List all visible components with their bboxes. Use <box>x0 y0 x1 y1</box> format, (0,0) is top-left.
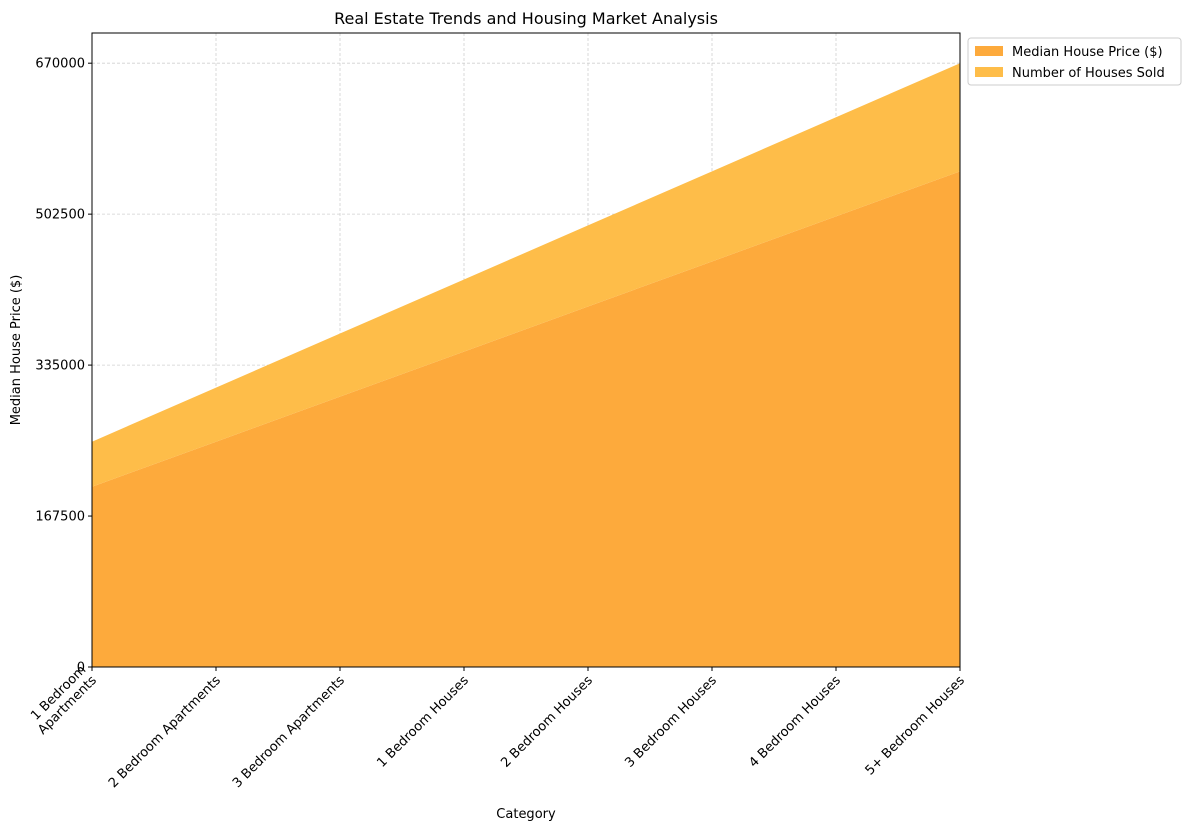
y-tick-label-1: 167500 <box>35 510 85 525</box>
y-tick-label-3: 502500 <box>35 208 85 223</box>
legend-swatch-2 <box>975 67 1003 77</box>
y-axis-label: Median House Price ($) <box>9 275 24 426</box>
x-axis-label: Category <box>496 807 556 822</box>
y-tick-label-2: 335000 <box>35 359 85 374</box>
legend: Median House Price ($) Number of Houses S… <box>967 37 1182 86</box>
area-series-2 <box>92 63 960 487</box>
legend-label-2: Number of Houses Sold <box>1012 66 1165 81</box>
legend-swatch-1 <box>975 46 1003 56</box>
chart-title: Real Estate Trends and Housing Market An… <box>334 9 718 28</box>
y-tick-label-0: 0 <box>77 661 85 676</box>
y-tick-label-4: 670000 <box>35 57 85 72</box>
area-series-1 <box>92 171 960 668</box>
legend-label-1: Median House Price ($) <box>1012 45 1163 60</box>
plot-frame <box>91 32 961 668</box>
legend-box <box>967 37 1182 86</box>
